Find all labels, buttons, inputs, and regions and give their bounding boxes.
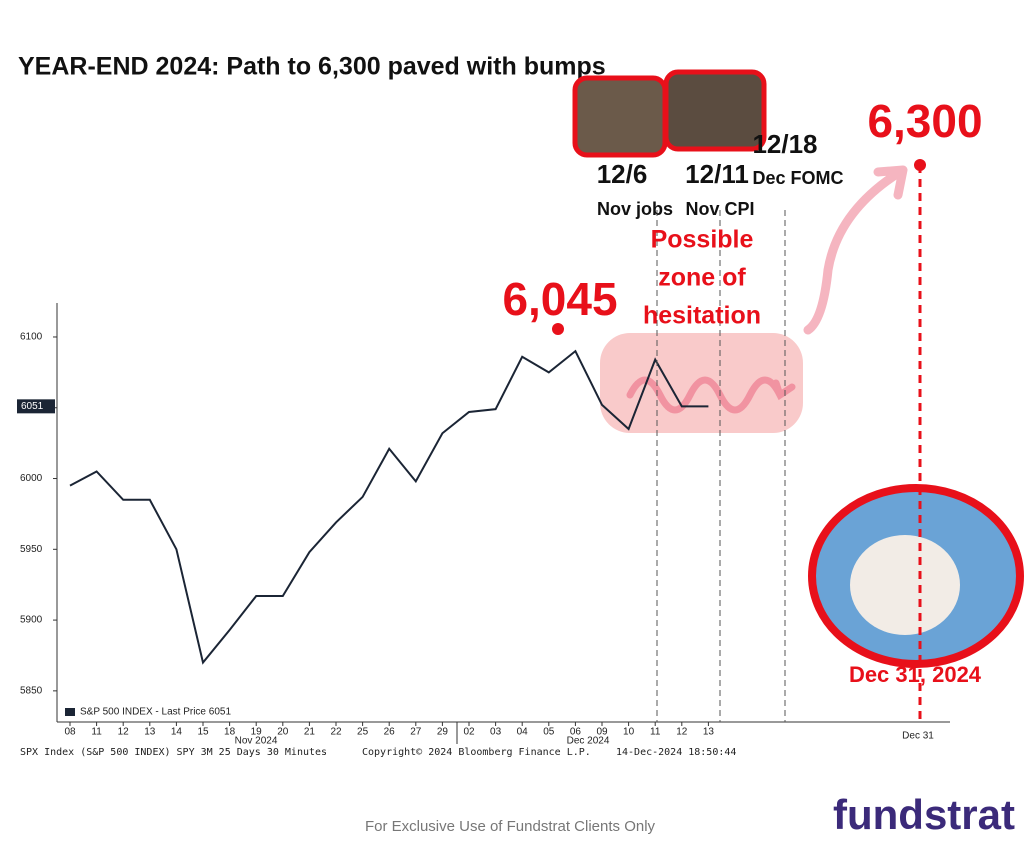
event-date: 12/6: [597, 159, 648, 189]
price-line: [69, 349, 709, 665]
x-tick-label: 10: [623, 727, 635, 738]
x-tick-label: 08: [64, 727, 76, 738]
month-label: Nov 2024: [235, 736, 278, 747]
title: YEAR-END 2024: Path to 6,300 paved with …: [18, 53, 606, 81]
x-tick-label: 21: [304, 727, 316, 738]
x-tick-label: 05: [543, 727, 555, 738]
month-label: Dec 2024: [567, 736, 610, 747]
x-tick-label: 15: [197, 727, 209, 738]
x-tick-label: 14: [171, 727, 183, 738]
zone-label: Possible: [651, 226, 754, 254]
x-tick-label: 11: [650, 727, 661, 738]
wave-arrow: [626, 376, 796, 414]
event-picture: [663, 69, 767, 152]
last-price-box: [17, 399, 55, 414]
x-tick-label: 22: [330, 727, 342, 738]
x-tick-label: 13: [703, 727, 715, 738]
peak-dot: [552, 323, 564, 335]
target-date: Dec 31, 2024: [849, 662, 982, 687]
x-tick-label: 02: [463, 727, 475, 738]
target-dot: [914, 159, 926, 171]
y-tick-label: 6000: [20, 473, 43, 484]
x-tick-label: 19: [251, 727, 263, 738]
event-name: Nov jobs: [597, 199, 673, 219]
x-tick-label: 04: [517, 727, 529, 738]
up-arrow: [803, 165, 908, 335]
source: 14-Dec-2024 18:50:44: [616, 747, 736, 758]
zone-label: zone of: [658, 264, 746, 292]
x-tick-label: 29: [437, 727, 449, 738]
event-picture: [572, 75, 668, 158]
y-tick-label: 5850: [20, 685, 43, 696]
logo: fundstrat: [833, 791, 1015, 838]
event-date: 12/11: [685, 159, 749, 189]
target-label: 6,300: [867, 95, 982, 147]
y-tick-label: 6100: [20, 332, 43, 343]
x-tick-label: 11: [91, 727, 102, 738]
x-tick-label: 25: [357, 727, 369, 738]
x-tick-label: 18: [224, 727, 236, 738]
event-date: 12/18: [752, 129, 817, 159]
x-tick-label: 06: [570, 727, 582, 738]
x-tick-label: 12: [118, 727, 130, 738]
end-label: Dec 31: [902, 731, 934, 742]
legend-swatch: [65, 708, 75, 716]
x-tick-label: 13: [144, 727, 156, 738]
zone-label: hesitation: [643, 302, 761, 330]
y-tick-label: 5900: [20, 615, 43, 626]
source: Copyright© 2024 Bloomberg Finance L.P.: [362, 747, 591, 758]
x-tick-label: 27: [410, 727, 422, 738]
x-tick-label: 03: [490, 727, 502, 738]
event-name: Dec FOMC: [752, 168, 843, 188]
x-tick-label: 26: [384, 727, 396, 738]
santa-picture: [850, 535, 960, 635]
x-tick-label: 12: [676, 727, 688, 738]
legend-label: S&P 500 INDEX - Last Price 6051: [80, 707, 231, 718]
peak-label: 6,045: [502, 273, 617, 325]
disclaimer: For Exclusive Use of Fundstrat Clients O…: [365, 818, 656, 835]
x-tick-label: 09: [596, 727, 608, 738]
event-name: Nov CPI: [685, 199, 754, 219]
last-price-label: 6051: [21, 401, 44, 412]
x-tick-label: 20: [277, 727, 289, 738]
source: SPX Index (S&P 500 INDEX) SPY 3M 25 Days…: [20, 747, 327, 758]
y-tick-label: 5950: [20, 544, 43, 555]
